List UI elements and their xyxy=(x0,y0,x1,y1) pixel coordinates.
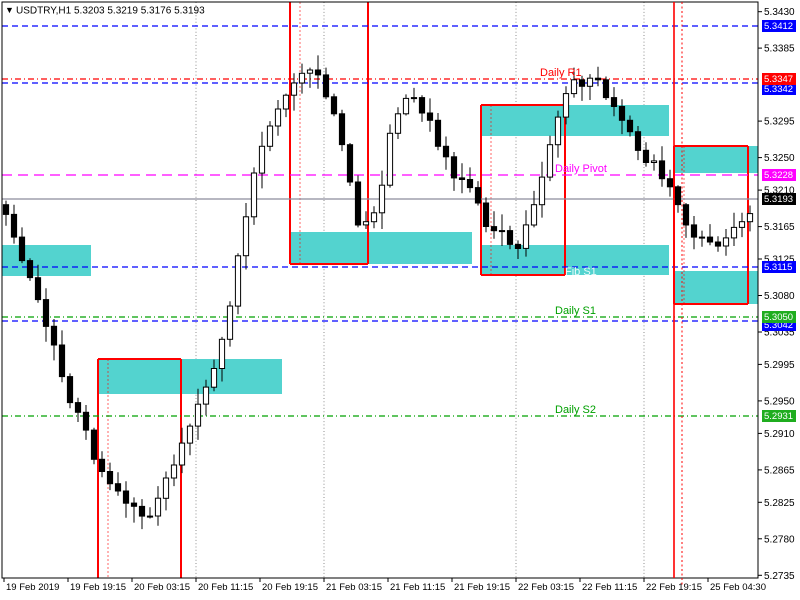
svg-text:20 Feb 19:15: 20 Feb 19:15 xyxy=(262,582,318,593)
svg-text:5.2931: 5.2931 xyxy=(764,411,793,422)
svg-text:5.2735: 5.2735 xyxy=(764,571,795,582)
svg-text:25 Feb 04:30: 25 Feb 04:30 xyxy=(710,582,766,593)
svg-text:5.3165: 5.3165 xyxy=(764,222,795,233)
svg-text:5.3080: 5.3080 xyxy=(764,291,795,302)
svg-text:19 Feb 2019: 19 Feb 2019 xyxy=(6,582,59,593)
svg-text:22 Feb 03:15: 22 Feb 03:15 xyxy=(518,582,574,593)
svg-text:5.3342: 5.3342 xyxy=(764,84,793,95)
svg-text:19 Feb 19:15: 19 Feb 19:15 xyxy=(70,582,126,593)
svg-text:5.3228: 5.3228 xyxy=(764,170,793,181)
svg-text:5.2825: 5.2825 xyxy=(764,498,795,509)
svg-text:5.3412: 5.3412 xyxy=(764,21,793,32)
svg-text:5.3430: 5.3430 xyxy=(764,7,795,18)
svg-text:22 Feb 19:15: 22 Feb 19:15 xyxy=(646,582,702,593)
svg-text:5.2780: 5.2780 xyxy=(764,534,795,545)
svg-text:Daily Pivot: Daily Pivot xyxy=(555,163,607,175)
svg-text:5.3050: 5.3050 xyxy=(764,312,793,323)
svg-text:Fib S1: Fib S1 xyxy=(565,266,597,278)
svg-text:5.3115: 5.3115 xyxy=(764,262,792,273)
svg-text:20 Feb 11:15: 20 Feb 11:15 xyxy=(198,582,253,593)
svg-text:5.3347: 5.3347 xyxy=(764,74,793,85)
svg-text:Daily S1: Daily S1 xyxy=(555,305,596,317)
svg-text:21 Feb 11:15: 21 Feb 11:15 xyxy=(390,582,445,593)
svg-text:5.3193: 5.3193 xyxy=(764,194,793,205)
svg-text:22 Feb 11:15: 22 Feb 11:15 xyxy=(582,582,637,593)
svg-text:5.3295: 5.3295 xyxy=(764,117,795,128)
svg-text:5.3250: 5.3250 xyxy=(764,153,795,164)
svg-text:21 Feb 03:15: 21 Feb 03:15 xyxy=(326,582,382,593)
svg-text:5.2995: 5.2995 xyxy=(764,360,795,371)
svg-text:Daily S2: Daily S2 xyxy=(555,404,596,416)
svg-text:5.2950: 5.2950 xyxy=(764,396,795,407)
svg-text:20 Feb 03:15: 20 Feb 03:15 xyxy=(134,582,190,593)
svg-text:5.2910: 5.2910 xyxy=(764,429,795,440)
svg-text:5.3385: 5.3385 xyxy=(764,44,795,55)
svg-text:USDTRY,H1 5.3203 5.3219 5.31: USDTRY,H1 5.3203 5.3219 5.3176 5.3193 xyxy=(16,6,205,17)
svg-text:Daily R1: Daily R1 xyxy=(540,67,582,79)
svg-text:21 Feb 19:15: 21 Feb 19:15 xyxy=(454,582,510,593)
svg-text:▼: ▼ xyxy=(5,5,14,15)
svg-text:5.2865: 5.2865 xyxy=(764,465,795,476)
